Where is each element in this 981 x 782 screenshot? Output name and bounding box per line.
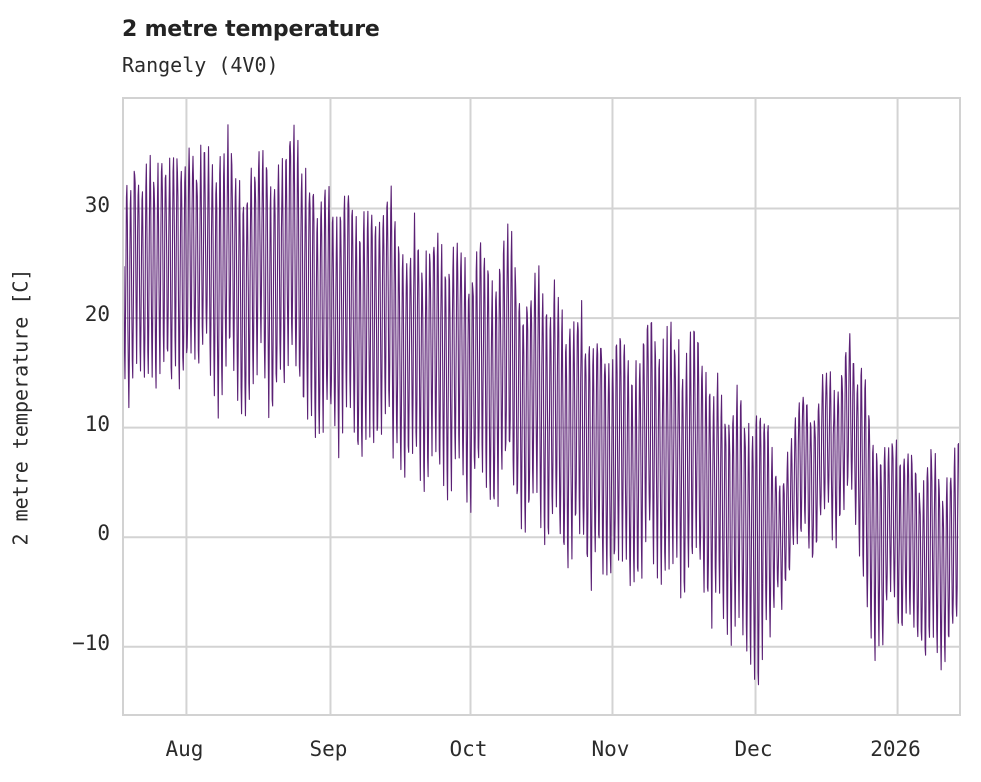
x-axis-tick-label: 2026	[870, 737, 921, 761]
x-axis-tick-label: Dec	[734, 737, 773, 761]
gridlines	[124, 99, 959, 714]
y-axis-tick-label: 10	[84, 411, 110, 436]
plot-area	[122, 97, 961, 716]
y-axis-label: 2 metre temperature [C]	[8, 268, 33, 546]
chart-title: 2 metre temperature	[122, 17, 380, 42]
x-axis-tick-label: Sep	[309, 737, 348, 761]
series-canvas	[124, 99, 959, 714]
y-axis-tick-label: 0	[97, 521, 110, 546]
chart-subtitle: Rangely (4V0)	[122, 53, 279, 77]
temperature-line	[124, 124, 959, 686]
x-axis-tick-label: Aug	[165, 737, 204, 761]
x-axis-tick-label: Oct	[449, 737, 488, 761]
y-axis-tick-label: 30	[84, 192, 110, 217]
y-axis-tick-label: 20	[84, 302, 110, 327]
x-axis-tick-label: Nov	[591, 737, 630, 761]
y-axis-tick-labels: −10 0 10 20 30	[50, 0, 110, 782]
y-axis-tick-label: −10	[72, 630, 110, 655]
y-axis-label-container: 2 metre temperature [C]	[0, 97, 40, 717]
